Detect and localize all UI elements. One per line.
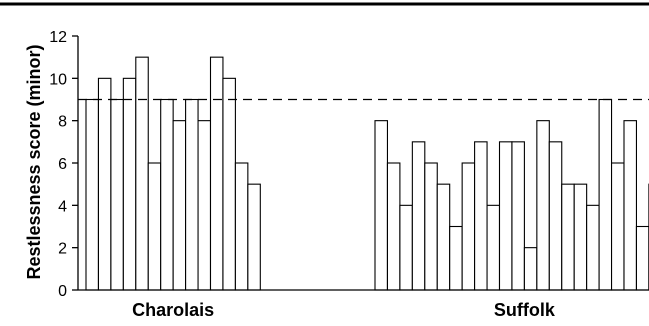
y-tick-label: 0 [58, 283, 67, 300]
bar-suffolk-22 [635, 225, 649, 291]
bar-suffolk-10 [486, 204, 501, 291]
bar-suffolk-7 [449, 225, 463, 291]
bar-suffolk-6 [436, 183, 451, 291]
bar-charolais-8 [172, 120, 187, 291]
bar-suffolk-8 [461, 162, 476, 291]
bar-suffolk-18 [586, 204, 600, 291]
bar-charolais-7 [160, 98, 174, 291]
bar-charolais-13 [234, 162, 249, 291]
bar-suffolk-15 [548, 141, 563, 291]
bar-suffolk-21 [623, 120, 637, 291]
bar-charolais-4 [122, 77, 137, 291]
bar-suffolk-1 [374, 120, 388, 291]
y-axis: 0 2 4 6 8 10 12 [49, 29, 79, 300]
bar-suffolk-4 [411, 141, 426, 291]
y-tick-label: 4 [58, 198, 67, 215]
y-tick-label: 2 [58, 241, 67, 258]
y-tick-label: 12 [49, 29, 67, 46]
y-tick-label: 8 [58, 114, 67, 131]
bar-charolais-5 [135, 56, 149, 291]
bar-charolais-12 [222, 77, 236, 291]
bar-charolais-3 [110, 98, 124, 291]
bar-suffolk-2 [386, 162, 401, 291]
y-tick-label: 6 [58, 156, 67, 173]
bar-charolais-10 [197, 120, 212, 291]
bar-suffolk-20 [610, 162, 625, 291]
group-labels: Charolais Suffolk [132, 300, 556, 320]
bar-suffolk-17 [573, 183, 588, 291]
bar-suffolk-9 [474, 141, 488, 291]
bar-charolais-6 [147, 162, 162, 291]
bar-charolais-14 [247, 183, 261, 291]
bar-suffolk-16 [561, 183, 575, 291]
bar-suffolk-19 [598, 98, 613, 291]
bar-charolais-9 [185, 98, 199, 291]
group-label-charolais: Charolais [132, 300, 214, 320]
bar-suffolk-11 [498, 141, 513, 291]
bar-suffolk-3 [399, 204, 413, 291]
y-tick-label: 10 [49, 71, 67, 88]
group-label-suffolk: Suffolk [494, 300, 556, 320]
bar-charolais-1 [85, 98, 99, 291]
bar-suffolk-14 [536, 120, 550, 291]
bar-suffolk-13 [523, 247, 538, 291]
bars [85, 56, 649, 291]
y-axis-label: Restlessness score (minor) [24, 44, 44, 279]
bar-charolais-2 [97, 77, 112, 291]
bar-charolais-11 [209, 56, 224, 291]
bar-suffolk-5 [424, 162, 438, 291]
bar-suffolk-12 [511, 141, 525, 291]
